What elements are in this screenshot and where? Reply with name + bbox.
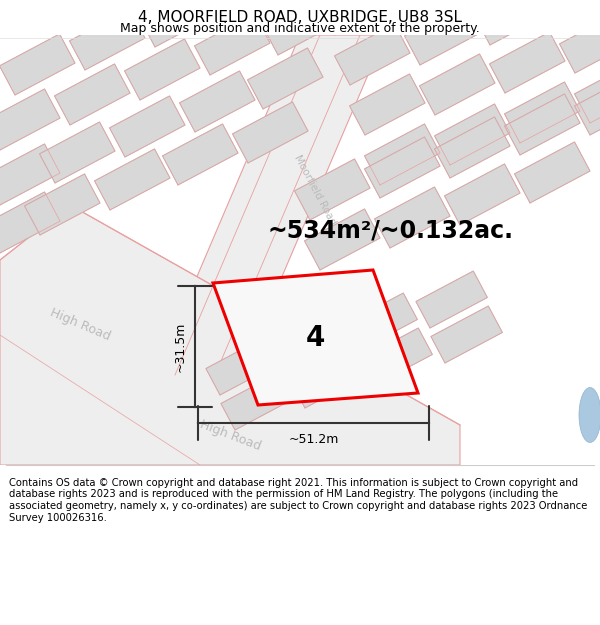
Polygon shape	[320, 0, 395, 35]
Polygon shape	[233, 102, 308, 163]
Polygon shape	[213, 270, 418, 405]
Polygon shape	[248, 48, 323, 109]
Polygon shape	[55, 64, 130, 125]
Polygon shape	[490, 32, 565, 93]
Polygon shape	[560, 12, 600, 73]
Text: High Road: High Road	[48, 306, 112, 344]
Text: Moorfield Road: Moorfield Road	[292, 153, 338, 227]
Polygon shape	[445, 164, 520, 225]
Ellipse shape	[579, 388, 600, 442]
Polygon shape	[295, 159, 370, 220]
Polygon shape	[125, 39, 200, 100]
Polygon shape	[404, 4, 480, 65]
Polygon shape	[206, 338, 277, 395]
Polygon shape	[110, 96, 185, 157]
Polygon shape	[0, 192, 60, 253]
Polygon shape	[25, 174, 100, 235]
Polygon shape	[545, 0, 600, 27]
Polygon shape	[179, 71, 255, 132]
Polygon shape	[155, 35, 385, 375]
Text: Map shows position and indicative extent of the property.: Map shows position and indicative extent…	[120, 22, 480, 35]
Polygon shape	[263, 0, 338, 55]
Polygon shape	[221, 373, 292, 430]
Polygon shape	[95, 149, 170, 210]
Polygon shape	[434, 117, 510, 178]
Polygon shape	[431, 306, 502, 363]
Polygon shape	[575, 62, 600, 123]
Text: ~51.2m: ~51.2m	[289, 433, 338, 446]
Text: Contains OS data © Crown copyright and database right 2021. This information is : Contains OS data © Crown copyright and d…	[9, 478, 587, 522]
Polygon shape	[0, 205, 460, 465]
Polygon shape	[505, 82, 580, 143]
Polygon shape	[276, 316, 347, 373]
Polygon shape	[305, 209, 380, 270]
Polygon shape	[0, 89, 60, 150]
Text: ~31.5m: ~31.5m	[174, 321, 187, 372]
Polygon shape	[505, 94, 580, 155]
Polygon shape	[416, 271, 487, 328]
Polygon shape	[419, 54, 495, 115]
Polygon shape	[575, 74, 600, 135]
Polygon shape	[70, 9, 145, 70]
Polygon shape	[163, 124, 238, 185]
Polygon shape	[389, 0, 465, 17]
Polygon shape	[0, 34, 75, 95]
Polygon shape	[346, 293, 418, 350]
Polygon shape	[475, 0, 550, 45]
Polygon shape	[365, 137, 440, 198]
Text: High Road: High Road	[197, 418, 262, 452]
Polygon shape	[515, 142, 590, 203]
Polygon shape	[374, 187, 450, 248]
Polygon shape	[209, 0, 285, 25]
Text: 4: 4	[306, 324, 325, 352]
Polygon shape	[140, 0, 215, 47]
Polygon shape	[335, 24, 410, 85]
Polygon shape	[365, 124, 440, 185]
Polygon shape	[361, 328, 433, 385]
Polygon shape	[291, 351, 362, 408]
Polygon shape	[40, 122, 115, 183]
Text: ~534m²/~0.132ac.: ~534m²/~0.132ac.	[267, 218, 513, 242]
Polygon shape	[194, 14, 270, 75]
Text: 4, MOORFIELD ROAD, UXBRIDGE, UB8 3SL: 4, MOORFIELD ROAD, UXBRIDGE, UB8 3SL	[138, 10, 462, 25]
Polygon shape	[350, 74, 425, 135]
Polygon shape	[0, 144, 60, 205]
Polygon shape	[434, 104, 510, 165]
